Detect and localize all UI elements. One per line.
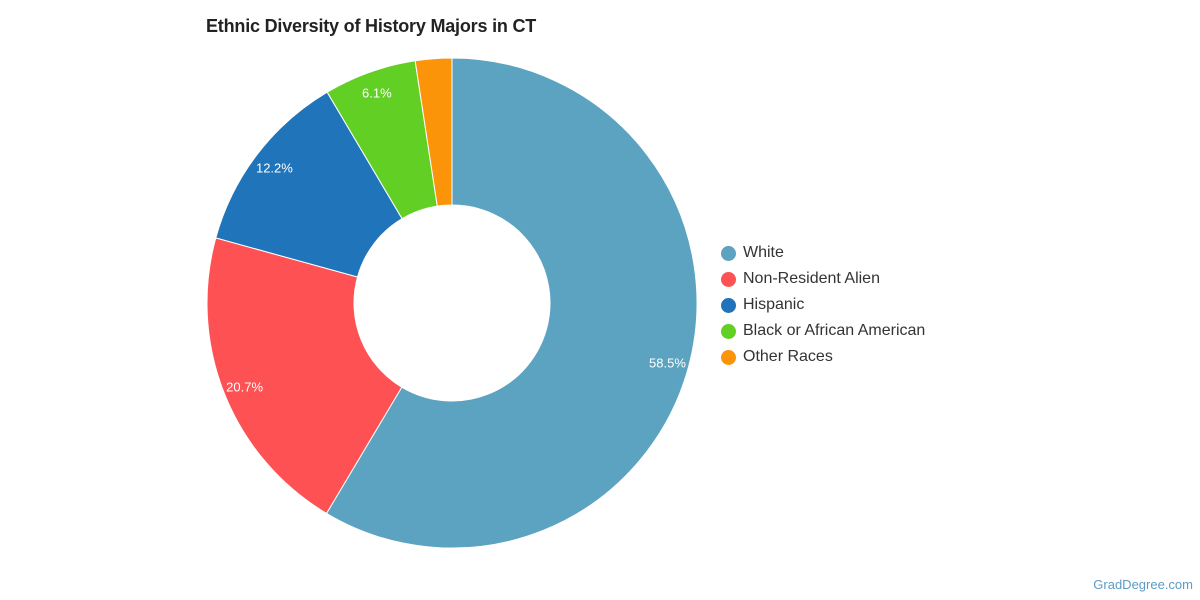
chart-legend: White Non-Resident Alien Hispanic Black or … [721,240,925,370]
legend-swatch [721,349,736,365]
legend-swatch [721,323,736,339]
legend-item-other-races[interactable]: Other Races [721,344,925,370]
legend-item-black-or-african-american[interactable]: Black or African American [721,318,925,344]
slice-other-races[interactable] [414,57,453,207]
legend-label: White [743,244,784,261]
legend-label: Non-Resident Alien [743,270,880,287]
legend-item-non-resident-alien[interactable]: Non-Resident Alien [721,266,925,292]
site-credit[interactable]: GradDegree.com [1093,577,1193,592]
legend-item-white[interactable]: White [721,240,925,266]
slice-label-non-resident-alien: 20.7% [226,379,263,394]
slice-non-resident-alien[interactable] [206,237,403,515]
slice-hispanic[interactable] [215,91,403,278]
slice-label-black-or-african-american: 6.1% [362,86,392,101]
legend-label: Hispanic [743,296,805,313]
legend-swatch [721,271,736,287]
legend-label: Black or African American [743,322,926,339]
legend-label: Other Races [743,348,833,365]
slice-label-hispanic: 12.2% [256,160,293,175]
legend-item-hispanic[interactable]: Hispanic [721,292,925,318]
legend-swatch [721,297,736,313]
chart-title: Ethnic Diversity of History Majors in CT [206,16,537,36]
slice-white[interactable] [325,57,698,549]
slice-label-white: 58.5% [649,355,686,370]
legend-swatch [721,245,736,261]
